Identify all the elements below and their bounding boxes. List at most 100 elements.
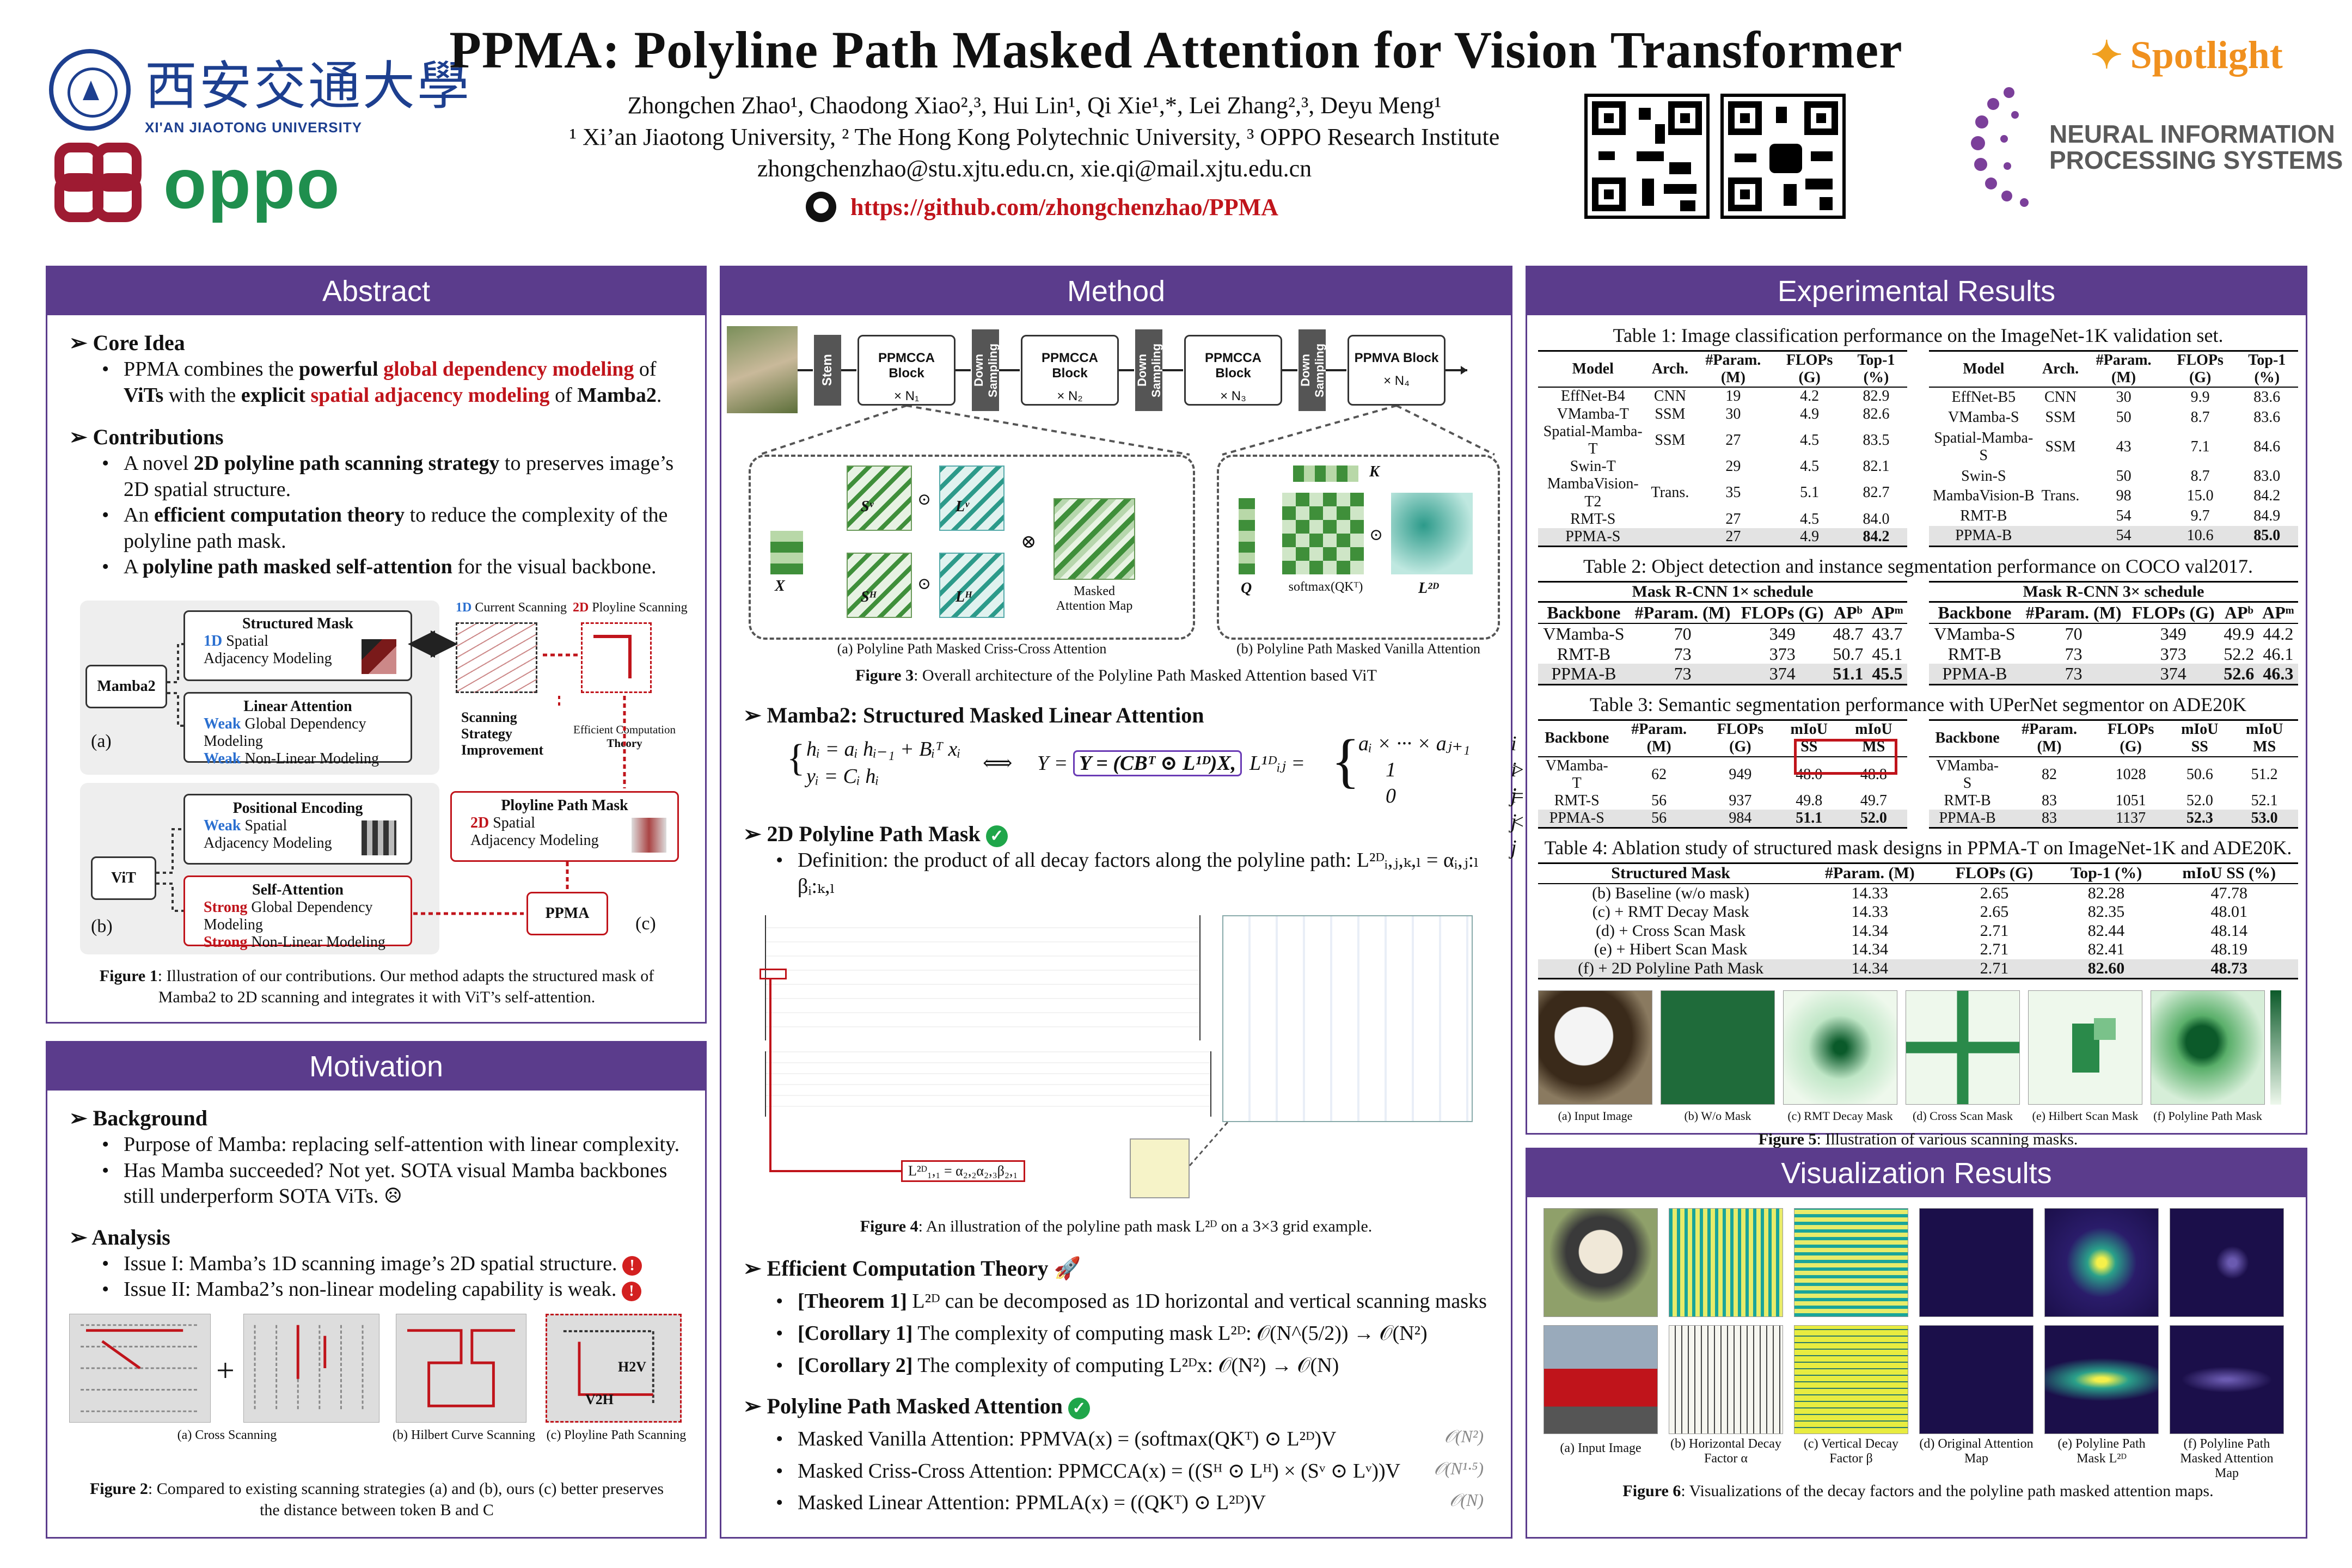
table-cell: SSM bbox=[1655, 431, 1686, 449]
theory-item: [Theorem 1] L²ᴰ can be decomposed as 1D … bbox=[776, 1285, 1500, 1318]
table-header-cell: #Param. (M) bbox=[2096, 352, 2152, 387]
ppma-item: Masked Vanilla Attention: PPMVA(x) = (so… bbox=[776, 1423, 1500, 1455]
table-cell: 82 bbox=[2042, 765, 2057, 783]
spotlight-badge: ✦ Spotlight bbox=[2091, 33, 2283, 78]
fig6-orig-attn-1 bbox=[1919, 1208, 2033, 1317]
table-cell: PPMA-B bbox=[1538, 664, 1630, 685]
table-cell: 49.8 bbox=[1796, 792, 1823, 809]
vit-box: ViT bbox=[91, 856, 156, 900]
oppo-knot-icon bbox=[54, 143, 147, 224]
results-heading: Experimental Results bbox=[1527, 267, 2306, 315]
table-cell: 14.33 bbox=[1851, 884, 1889, 902]
table-cell: 9.7 bbox=[2190, 507, 2210, 524]
fig6-orig-attn-2 bbox=[1919, 1325, 2033, 1434]
check-icon: ✓ bbox=[985, 825, 1008, 847]
table-cell: 4.5 bbox=[1800, 431, 1820, 449]
table-cell bbox=[1648, 511, 1693, 528]
lh-matrix bbox=[939, 553, 1004, 618]
table-cell: RMT-B bbox=[1557, 644, 1611, 664]
table-row: VMamba-S 70 349 49.9 44.2 bbox=[1929, 623, 2298, 644]
table-cell: 82.60 bbox=[2052, 959, 2160, 979]
table-cell: Swin-S bbox=[1961, 468, 2006, 485]
table-row: Spatial-Mamba-T SSM 27 4.5 83.5 bbox=[1538, 423, 1907, 458]
table-header-cell: APᵇ bbox=[1833, 603, 1863, 623]
table-cell: 84.9 bbox=[2253, 507, 2281, 524]
table-cell bbox=[2038, 525, 2083, 547]
table-cell: VMamba-T bbox=[1557, 405, 1629, 422]
table-row: RMT-B 73 373 50.7 45.1 bbox=[1538, 644, 1907, 664]
current-scanning-label: 1D Current Scanning bbox=[456, 601, 567, 615]
table-row: (b) Baseline (w/o mask) 14.33 2.65 82.28 47.… bbox=[1538, 884, 2298, 903]
github-link[interactable]: https://github.com/zhongchenzhao/PPMA bbox=[806, 192, 1278, 222]
table-cell: 70 bbox=[1674, 623, 1692, 644]
linear-attention-box: Linear Attention Weak Global Dependency … bbox=[183, 692, 412, 767]
figure-2-caption: Figure 2: Compared to existing scanning … bbox=[89, 1480, 664, 1519]
fig3-sub-b: (b) Polyline Path Masked Vanilla Attenti… bbox=[1236, 641, 1480, 657]
fig5-polyline-mask bbox=[2151, 990, 2265, 1105]
xjtu-logo: 西安交通大學 XI'AN JIAOTONG UNIVERSITY bbox=[49, 44, 471, 136]
table-row: PPMA-B 73 374 51.1 45.5 bbox=[1538, 664, 1907, 685]
table-cell: Spatial-Mamba-T bbox=[1543, 422, 1643, 457]
method-body: Mamba2: Structured Masked Linear Attenti… bbox=[743, 697, 1525, 899]
input-bird-image bbox=[727, 326, 798, 413]
fig6-h-decay-2 bbox=[1669, 1325, 1783, 1434]
table-row: RMT-S 27 4.5 84.0 bbox=[1538, 511, 1907, 528]
github-url[interactable]: https://github.com/zhongchenzhao/PPMA bbox=[850, 193, 1278, 220]
figure-1-arrows bbox=[156, 630, 626, 915]
table-header-cell: APᵐ bbox=[2262, 603, 2294, 623]
table-cell: 2.71 bbox=[1980, 921, 2009, 940]
table-cell: 84.6 bbox=[2253, 438, 2281, 455]
fig5-wo-mask bbox=[1661, 990, 1775, 1105]
fig2-label-c: (c) Ployline Path Scanning bbox=[546, 1428, 687, 1442]
method-body-2: Efficient Computation Theory 🚀 [Theorem … bbox=[743, 1247, 1500, 1519]
table-header-cell: Arch. bbox=[2042, 360, 2079, 378]
matmul-icon: ⊗ bbox=[1021, 532, 1037, 552]
table-row: PPMA-B 83 1137 52.3 53.0 bbox=[1929, 810, 2298, 828]
table-cell: 43.7 bbox=[1872, 623, 1903, 644]
table-cell: 7.1 bbox=[2190, 438, 2210, 455]
table-cell: RMT-S bbox=[1554, 792, 1600, 809]
ployline-scanning-label: 2D Ployline Scanning bbox=[573, 601, 688, 615]
structured-mask-box: Structured Mask 1D Spatial Adjacency Mod… bbox=[183, 610, 412, 681]
table-cell: Trans. bbox=[1651, 484, 1689, 501]
table-cell: (c) + RMT Decay Mask bbox=[1592, 903, 1749, 921]
neurips-line-1: NEURAL INFORMATION bbox=[2049, 119, 2335, 148]
github-icon bbox=[806, 192, 836, 222]
ployline-scan-image: H2V V2H bbox=[546, 1314, 682, 1423]
table-cell: 49.7 bbox=[1860, 792, 1887, 809]
table-cell: 52.0 bbox=[1840, 810, 1907, 828]
table-cell: 51.2 bbox=[2251, 765, 2278, 783]
table-row: RMT-S 56 937 49.8 49.7 bbox=[1538, 792, 1907, 810]
current-scan-grid-icon bbox=[456, 622, 537, 693]
table-cell: VMamba-S bbox=[1947, 408, 2019, 426]
ppma-title: Polyline Path Masked Attention ✓ bbox=[743, 1389, 1500, 1423]
colorbar bbox=[2270, 990, 2281, 1105]
table-header-cell: #Param. (M) bbox=[1705, 352, 1761, 387]
figure-5-caption: Figure 5: Illustration of various scanni… bbox=[1758, 1130, 2078, 1149]
table-cell: 73 bbox=[2020, 664, 2127, 685]
table-cell: 83.5 bbox=[1863, 431, 1890, 449]
method-heading: Method bbox=[721, 267, 1511, 315]
visualization-panel: Visualization Results (a) Input Image (b… bbox=[1526, 1148, 2307, 1539]
table-cell: 2.65 bbox=[1980, 903, 2009, 921]
table-cell: 83.0 bbox=[2253, 468, 2281, 485]
table-row: PPMA-S 27 4.9 84.2 bbox=[1538, 528, 1907, 547]
table-cell: 52.3 bbox=[2169, 810, 2231, 828]
lv-matrix bbox=[939, 465, 1004, 531]
table-1-right: Model Arch. #Param. (M) FLOPs (G) Top-1 (%) E… bbox=[1929, 350, 2298, 547]
table-cell: 27 bbox=[1725, 431, 1741, 449]
criss-cross-attention-panel bbox=[749, 455, 1195, 640]
table-header-cell: FLOPs (G) bbox=[2177, 352, 2224, 387]
table-cell: 45.5 bbox=[1867, 664, 1907, 685]
positional-encoding-box: Positional Encoding Weak Spatial Adjacen… bbox=[183, 794, 412, 865]
table-cell: 14.34 bbox=[1803, 959, 1937, 979]
label-c: (c) bbox=[635, 914, 656, 934]
fig5-hilbert-mask bbox=[2028, 990, 2142, 1105]
table-3-left: Backbone #Param. (M) FLOPs (G) mIoU SS mIoU … bbox=[1538, 719, 1907, 829]
table-row: EffNet-B4 CNN 19 4.2 82.9 bbox=[1538, 387, 1907, 405]
table-cell: 73 bbox=[2065, 644, 2082, 664]
fig6-v-decay-2 bbox=[1794, 1325, 1908, 1434]
table-cell: 50 bbox=[2116, 468, 2132, 485]
table-cell: 5.1 bbox=[1800, 484, 1820, 501]
table-header-cell: FLOPs (G) bbox=[1955, 864, 2033, 883]
